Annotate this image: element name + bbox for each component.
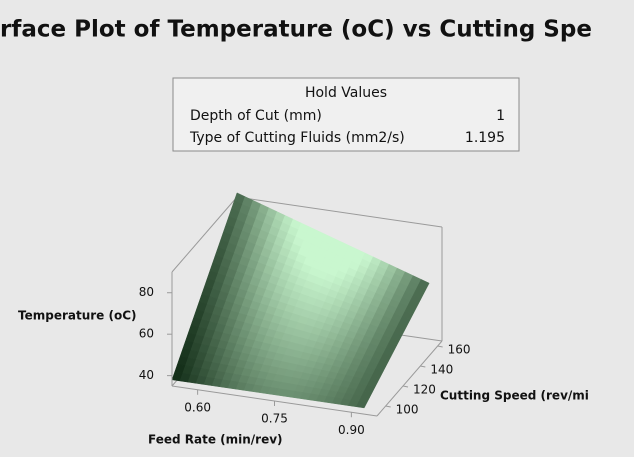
- y-tick-label: 120: [413, 383, 436, 397]
- hold-value: 1.195: [465, 130, 505, 146]
- z-tick-label: 40: [139, 368, 154, 382]
- tick-mark: [402, 385, 409, 388]
- box-edge: [171, 196, 238, 273]
- z-tick-label: 60: [139, 327, 154, 341]
- hold-label: Type of Cutting Fluids (mm2/s): [189, 130, 405, 146]
- tick-mark: [420, 365, 426, 368]
- x-axis-label: Feed Rate (min/rev): [148, 433, 283, 447]
- x-tick-label: 0.75: [261, 412, 288, 426]
- y-axis-label: Cutting Speed (rev/mi: [440, 389, 589, 403]
- hold-value: 1: [496, 108, 505, 124]
- y-tick-label: 160: [448, 343, 471, 357]
- box-edge: [236, 196, 443, 228]
- y-tick-label: 100: [396, 403, 419, 417]
- y-tick-label: 140: [430, 363, 453, 377]
- z-tick-label: 80: [139, 285, 154, 299]
- chart-title: rface Plot of Temperature (oC) vs Cuttin…: [0, 17, 592, 43]
- x-tick-label: 0.60: [184, 400, 211, 414]
- hold-values-box: [172, 77, 520, 152]
- hold-label: Depth of Cut (mm): [190, 108, 322, 124]
- surface: [171, 192, 430, 409]
- x-tick-label: 0.90: [338, 423, 365, 437]
- hold-values-title: Hold Values: [305, 85, 387, 101]
- z-axis-label: Temperature (oC): [18, 309, 137, 323]
- y-axis: [376, 340, 443, 417]
- tick-mark: [385, 405, 391, 408]
- surface-patch: [355, 401, 368, 409]
- tick-mark: [437, 345, 443, 348]
